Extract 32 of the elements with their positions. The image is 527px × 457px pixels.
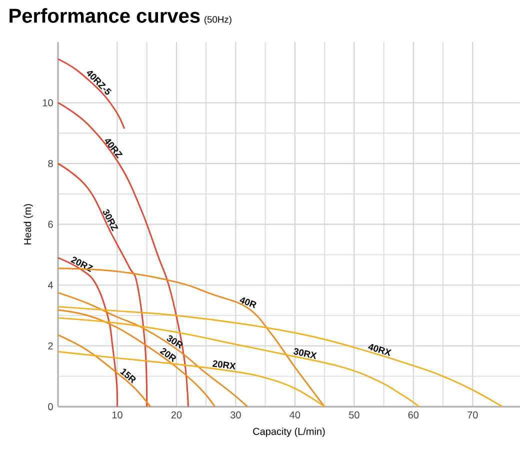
text: 20RZ <box>70 256 94 272</box>
line-series <box>57 102 190 408</box>
chart-title: Performance curves <box>10 8 200 23</box>
line-series <box>57 257 118 408</box>
text: 30R <box>166 335 183 349</box>
line-series <box>57 58 126 130</box>
text: 20R <box>160 348 176 362</box>
line-series <box>57 317 420 408</box>
y-tick-label: 4 <box>48 282 53 289</box>
chart-subtitle: (50Hz) <box>204 16 232 25</box>
text: 15R <box>120 368 136 384</box>
line-series <box>57 334 152 408</box>
x-tick-label: 10 <box>112 411 122 418</box>
y-tick-label: 10 <box>42 99 53 106</box>
x-tick-label: 50 <box>348 411 360 418</box>
x-tick-label: 20 <box>171 411 182 418</box>
text: 40RX <box>368 344 392 356</box>
y-tick-label: 6 <box>48 220 53 228</box>
x-tick-label: 30 <box>230 411 241 418</box>
y-tick-label: 8 <box>48 160 53 168</box>
line-series <box>57 162 148 408</box>
text: 30RZ <box>103 209 118 232</box>
x-axis-title: Capacity (L/min) <box>253 428 325 437</box>
text: 30RX <box>294 348 317 360</box>
x-tick-label: 40 <box>290 411 300 418</box>
y-axis-title: Head (m) <box>24 204 34 244</box>
x-tick-label: 70 <box>468 411 478 418</box>
text: 40R <box>240 297 256 308</box>
y-tick-label: 2 <box>48 342 53 350</box>
text: 20RX <box>212 360 236 370</box>
y-tick-label: 0 <box>48 403 53 410</box>
x-tick-label: 60 <box>408 411 419 418</box>
